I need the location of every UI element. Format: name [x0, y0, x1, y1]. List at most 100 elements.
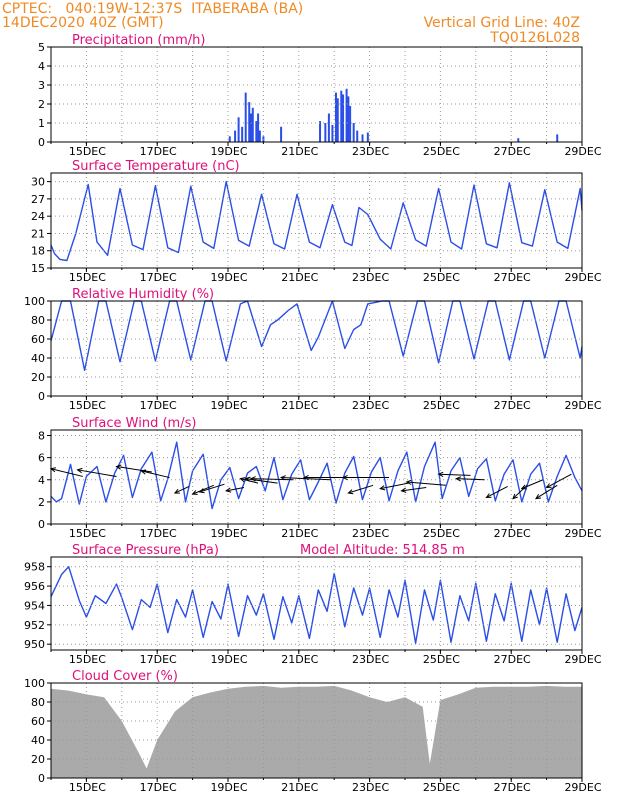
- y-tick-label: 20: [31, 753, 45, 766]
- precip-bar: [349, 105, 352, 142]
- x-tick-label: 27DEC: [494, 781, 531, 794]
- wind-arrow-head: [239, 477, 246, 483]
- wind-arrow-head: [279, 475, 286, 481]
- y-tick-label: 15: [31, 262, 45, 275]
- precip-bar: [347, 96, 350, 142]
- x-tick-label: 29DEC: [564, 145, 601, 158]
- x-tick-label: 19DEC: [210, 527, 247, 540]
- wind-arrow-shaft: [174, 485, 190, 494]
- wind-arrow-head: [379, 485, 386, 491]
- wind-arrow-shaft: [199, 483, 225, 493]
- y-tick-label: 2: [38, 98, 45, 111]
- y-tick-label: 80: [31, 314, 45, 327]
- wind-arrow-head: [520, 484, 527, 490]
- wind-arrow-head: [302, 474, 309, 481]
- header-grid-line: Vertical Grid Line: 40Z: [423, 15, 580, 31]
- precip-bar: [352, 123, 355, 142]
- x-tick-label: 29DEC: [564, 271, 601, 284]
- y-tick-label: 30: [31, 176, 45, 189]
- wind-arrow-shaft: [535, 484, 558, 499]
- wind-arrow-head: [347, 489, 354, 495]
- x-tick-label: 15DEC: [69, 781, 106, 794]
- precip-bar: [258, 130, 261, 142]
- wind-arrow-head: [341, 474, 348, 481]
- panel-title: Surface Temperature (nC): [72, 159, 240, 174]
- precip-bar: [257, 113, 260, 142]
- precip-bar: [319, 121, 322, 142]
- precip-bar: [234, 130, 237, 142]
- wind-arrow-shaft: [401, 487, 427, 492]
- y-tick-label: 0: [38, 518, 45, 531]
- x-tick-label: 27DEC: [494, 653, 531, 666]
- x-tick-label: 15DEC: [69, 145, 106, 158]
- y-tick-label: 958: [24, 561, 45, 574]
- plot-border: [50, 429, 583, 525]
- wind-arrow-head: [140, 469, 147, 475]
- y-tick-label: 0: [38, 772, 45, 785]
- wind-arrow-shaft: [521, 479, 544, 490]
- x-tick-label: 19DEC: [210, 653, 247, 666]
- header: CPTEC: 040:19W-12:37S ITABERABA (BA) 14D…: [0, 0, 618, 48]
- y-tick-label: 4: [38, 60, 45, 73]
- wind-arrow-head: [198, 488, 205, 494]
- y-tick-label: 8: [38, 430, 45, 443]
- x-tick-label: 21DEC: [281, 781, 318, 794]
- wind-arrow-head: [405, 479, 412, 485]
- precip-bar: [336, 98, 339, 142]
- y-tick-label: 40: [31, 352, 45, 365]
- wind-arrow-shaft: [77, 469, 117, 477]
- precip-bar: [340, 90, 343, 142]
- x-tick-label: 19DEC: [210, 399, 247, 412]
- x-tick-label: 17DEC: [140, 399, 177, 412]
- x-tick-label: 21DEC: [281, 653, 318, 666]
- wind-arrow-shaft: [226, 487, 245, 492]
- wind-arrow-head: [173, 488, 180, 494]
- header-date: 14DEC2020 40Z (GMT): [2, 15, 164, 31]
- y-tick-label: 5: [38, 41, 45, 54]
- panel-0: 0 1 2 3 4 5 15DEC 17DEC 19DEC 21DEC 23DEC 25DEC 27DE…: [38, 33, 602, 158]
- wind-arrow-shaft: [141, 470, 170, 479]
- cloud-area: [51, 685, 582, 778]
- x-tick-label: 15DEC: [69, 399, 106, 412]
- y-tick-label: 100: [24, 677, 45, 690]
- x-tick-label: 17DEC: [140, 781, 177, 794]
- panel-title: Precipitation (mm/h): [72, 33, 205, 48]
- wind-arrow-shaft: [486, 485, 508, 498]
- panel-5: 0 20 40 60 80 100 15DEC 17DEC 19DEC 21DEC 23DEC 25D…: [24, 669, 602, 794]
- precip-bar: [517, 138, 520, 142]
- precip-bar: [327, 113, 330, 142]
- y-tick-label: 2: [38, 496, 45, 509]
- precip-bar: [342, 94, 345, 142]
- x-tick-label: 27DEC: [494, 271, 531, 284]
- y-tick-label: 952: [24, 619, 45, 632]
- header-station: CPTEC: 040:19W-12:37S ITABERABA (BA): [2, 1, 304, 17]
- x-tick-label: 25DEC: [423, 653, 460, 666]
- y-tick-label: 1: [38, 117, 45, 130]
- wind-arrow-shaft: [406, 481, 446, 486]
- precip-bar: [241, 126, 244, 142]
- y-tick-label: 6: [38, 452, 45, 465]
- precip-bar: [244, 92, 247, 142]
- x-tick-label: 17DEC: [140, 527, 177, 540]
- wind-arrow-shaft: [245, 478, 278, 484]
- precip-bar: [324, 123, 327, 142]
- wind-arrow-shaft: [380, 482, 409, 490]
- panel-title: Surface Pressure (hPa): [72, 543, 219, 558]
- wind-arrow-head: [535, 494, 542, 500]
- wind-arrow-head: [455, 476, 462, 482]
- wind-arrow-shaft: [456, 478, 485, 481]
- wind-arrow-shaft: [348, 484, 374, 494]
- x-tick-label: 23DEC: [352, 527, 389, 540]
- wind-arrow-shaft: [192, 484, 215, 495]
- x-tick-label: 25DEC: [423, 145, 460, 158]
- precip-bar: [356, 130, 359, 142]
- wind-arrow-shaft: [250, 478, 294, 481]
- panel-3: 0 2 4 6 8 15DEC 17DEC 19DEC 21DEC 23DEC 25DEC 27DEC…: [38, 416, 602, 540]
- precip-bar: [280, 126, 283, 142]
- y-tick-label: 18: [31, 245, 45, 258]
- x-tick-label: 21DEC: [281, 145, 318, 158]
- wind-arrow-head: [244, 476, 251, 482]
- precip-bar: [345, 88, 348, 142]
- y-tick-label: 80: [31, 696, 45, 709]
- x-tick-label: 17DEC: [140, 145, 177, 158]
